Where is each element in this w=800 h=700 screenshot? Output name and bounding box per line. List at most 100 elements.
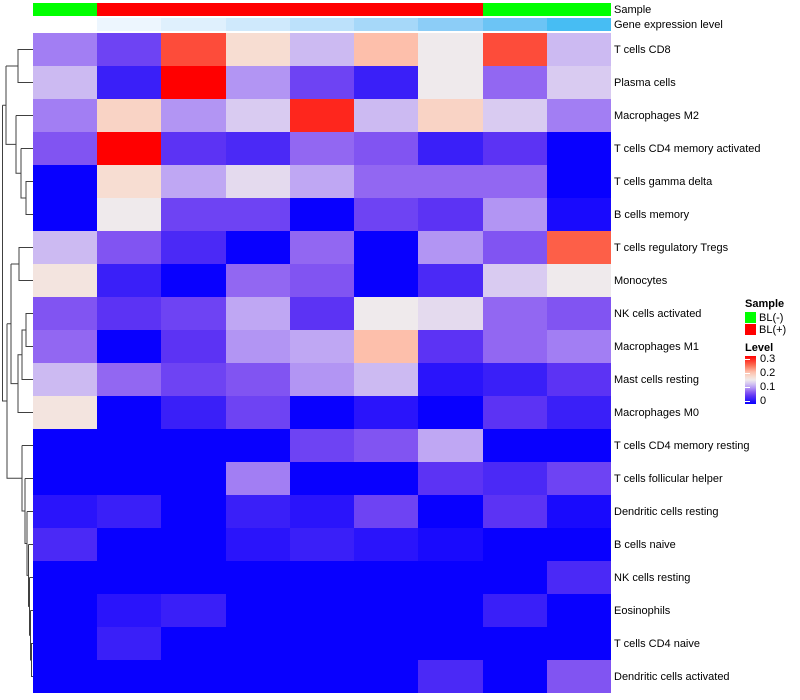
heatmap-cell: [289, 495, 355, 528]
heatmap-cell: [289, 528, 355, 561]
heatmap-grid: [33, 33, 611, 693]
heatmap-cell: [97, 33, 162, 66]
heatmap-cell: [161, 264, 226, 297]
level-tick-mark: [745, 373, 750, 374]
sample-annotation-cell: [289, 3, 355, 16]
heatmap-cell: [225, 561, 290, 594]
heatmap-cell: [482, 99, 547, 132]
heatmap-cell: [418, 561, 483, 594]
heatmap-cell: [33, 33, 98, 66]
row-label: Eosinophils: [614, 604, 671, 617]
heatmap-cell: [546, 33, 611, 66]
legend-color-swatch: [745, 324, 756, 335]
legend-sample-title: Sample: [745, 298, 785, 310]
heatmap-cell: [418, 198, 483, 231]
heatmap-cell: [33, 363, 98, 396]
heatmap-cell: [546, 396, 611, 429]
row-label: B cells naive: [614, 538, 676, 551]
heatmap-cell: [482, 396, 547, 429]
heatmap-cell: [546, 198, 611, 231]
sample-annotation-cell: [482, 3, 547, 16]
heatmap-cell: [225, 165, 290, 198]
gene-expression-annotation-cell: [225, 18, 290, 31]
row-label: Macrophages M2: [614, 109, 699, 122]
heatmap-cell: [289, 297, 355, 330]
legend: Sample BL(-) BL(+) Level 0.3 0.2 0.1 0: [745, 298, 800, 407]
heatmap-cell: [33, 231, 98, 264]
heatmap-cell: [354, 231, 419, 264]
heatmap-cell: [418, 264, 483, 297]
heatmap-cell: [33, 495, 98, 528]
heatmap-cell: [161, 363, 226, 396]
heatmap-cell: [482, 528, 547, 561]
heatmap-cell: [33, 165, 98, 198]
heatmap-cell: [418, 132, 483, 165]
sample-annotation-cell: [97, 3, 162, 16]
gene-expression-annotation-bar: [33, 18, 611, 31]
heatmap-cell: [161, 561, 226, 594]
heatmap-cell: [161, 66, 226, 99]
heatmap-cell: [354, 396, 419, 429]
legend-sample-items: BL(-) BL(+): [745, 312, 800, 336]
heatmap-cell: [418, 66, 483, 99]
heatmap-cell: [482, 495, 547, 528]
heatmap-cell: [225, 198, 290, 231]
heatmap-cell: [354, 330, 419, 363]
heatmap-cell: [418, 462, 483, 495]
heatmap-cell: [225, 660, 290, 693]
gene-expression-annotation-cell: [97, 18, 162, 31]
heatmap-cell: [33, 99, 98, 132]
gene-expression-annotation-cell: [161, 18, 226, 31]
legend-sample-item-label: BL(+): [759, 323, 787, 336]
legend-level-title: Level: [745, 342, 774, 354]
heatmap-cell: [354, 495, 419, 528]
heatmap-cell: [289, 66, 355, 99]
row-label: Dendritic cells resting: [614, 505, 719, 518]
heatmap-cell: [289, 132, 355, 165]
level-gradient-bar: [745, 356, 756, 404]
gene-expression-annotation-cell: [418, 18, 483, 31]
legend-sample-item: BL(-): [745, 312, 800, 324]
heatmap-cell: [546, 363, 611, 396]
heatmap-cell: [33, 396, 98, 429]
heatmap-cell: [354, 363, 419, 396]
row-label: T cells CD8: [614, 43, 671, 56]
heatmap-cell: [97, 594, 162, 627]
heatmap-cell: [97, 330, 162, 363]
heatmap-cell: [482, 165, 547, 198]
heatmap-cell: [482, 198, 547, 231]
heatmap-cell: [97, 264, 162, 297]
heatmap-cell: [354, 33, 419, 66]
heatmap-cell: [97, 132, 162, 165]
heatmap-cell: [482, 429, 547, 462]
heatmap-cell: [97, 495, 162, 528]
level-tick-label: 0.1: [760, 380, 776, 393]
heatmap-cell: [546, 561, 611, 594]
heatmap-cell: [546, 99, 611, 132]
row-label: NK cells resting: [614, 571, 691, 584]
heatmap-cell: [289, 627, 355, 660]
row-label: Mast cells resting: [614, 373, 699, 386]
heatmap-cell: [418, 429, 483, 462]
heatmap-cell: [97, 627, 162, 660]
heatmap-cell: [161, 99, 226, 132]
heatmap-cell: [289, 198, 355, 231]
heatmap-cell: [225, 363, 290, 396]
heatmap-cell: [161, 132, 226, 165]
gene-expression-annotation-cell: [289, 18, 355, 31]
heatmap-cell: [225, 33, 290, 66]
heatmap-cell: [546, 264, 611, 297]
heatmap-cell: [418, 231, 483, 264]
level-tick-label: 0: [760, 394, 767, 407]
heatmap-cell: [225, 99, 290, 132]
heatmap-cell: [225, 495, 290, 528]
heatmap-cell: [546, 627, 611, 660]
heatmap-cell: [161, 33, 226, 66]
heatmap-cell: [289, 429, 355, 462]
heatmap-cell: [289, 594, 355, 627]
gene-expression-annotation-cell: [546, 18, 611, 31]
sample-annotation-cell: [546, 3, 611, 16]
heatmap-cell: [33, 561, 98, 594]
row-label: T cells CD4 naive: [614, 637, 700, 650]
heatmap-cell: [33, 429, 98, 462]
